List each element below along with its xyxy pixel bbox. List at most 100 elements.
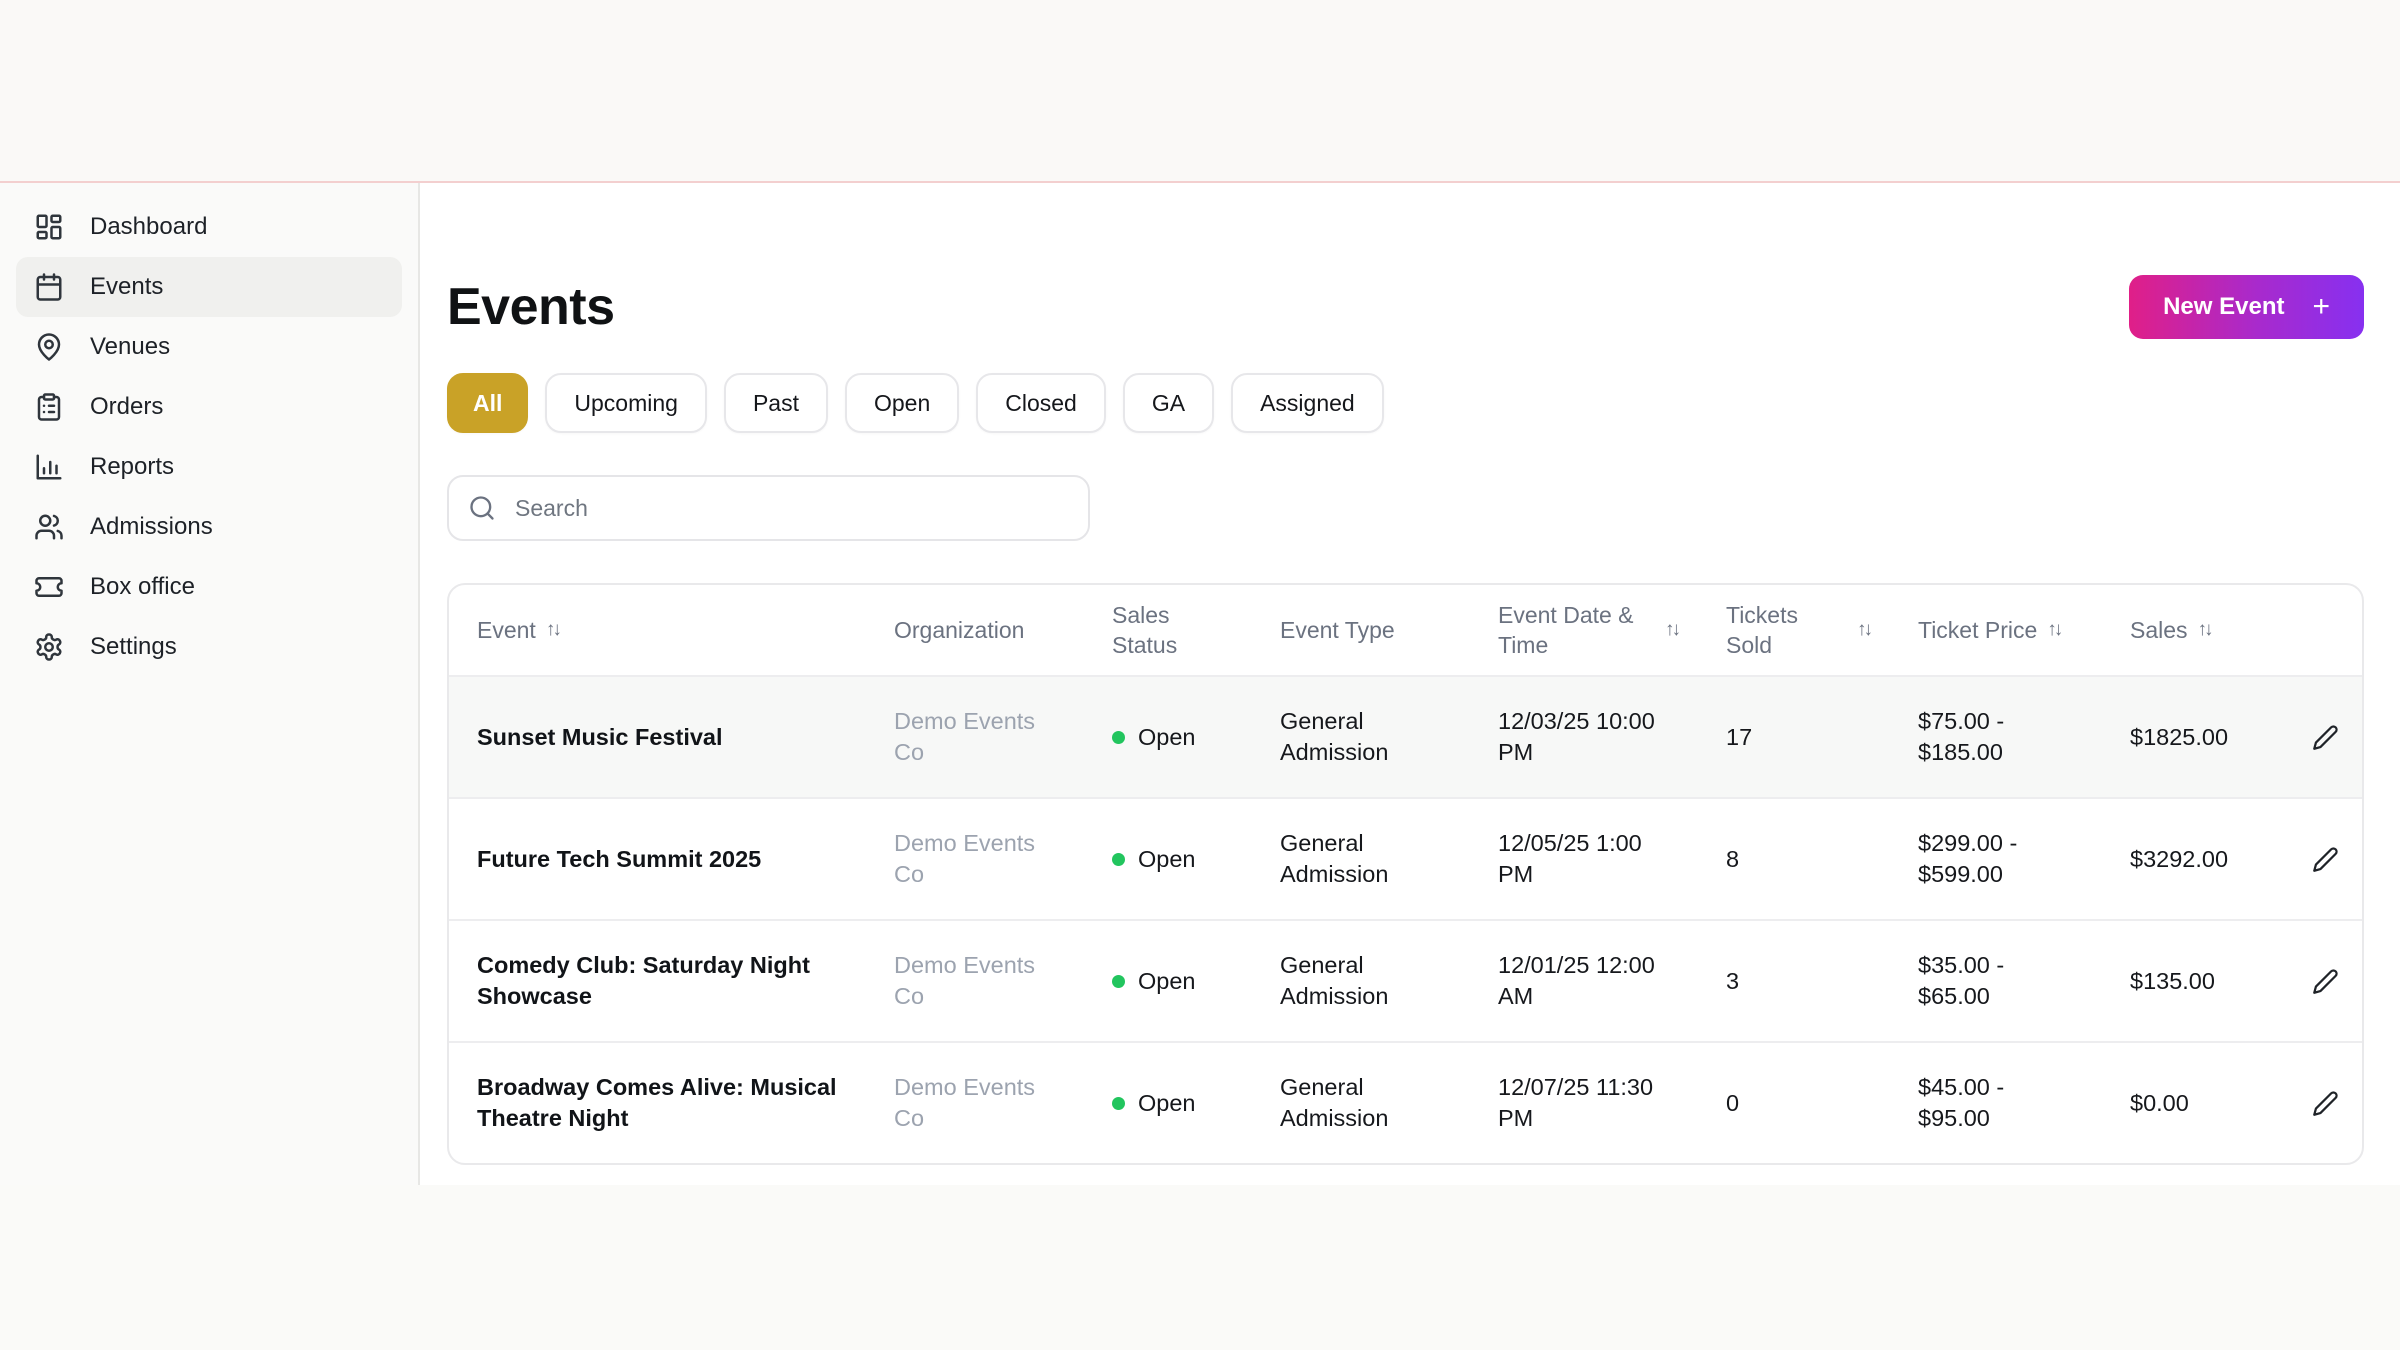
organization-cell: Demo Events Co [894,675,1112,798]
edit-event-button[interactable] [2312,724,2339,751]
dashboard-icon [34,212,64,242]
event-type-cell: General Admission [1280,919,1498,1042]
sidebar-item-orders[interactable]: Orders [16,377,402,437]
filter-chip-open[interactable]: Open [844,373,960,433]
filter-chip-all[interactable]: All [447,373,529,433]
gear-icon [34,632,64,662]
event-type-cell: General Admission [1280,675,1498,798]
status-label: Open [1138,1089,1196,1116]
filter-chip-label: GA [1151,389,1186,416]
sidebar-item-settings[interactable]: Settings [16,617,402,677]
tickets-sold-cell: 0 [1726,1041,1918,1163]
event-date-cell: 12/05/25 1:00 PM [1498,797,1726,920]
sales-cell: $3292.00 [2130,797,2312,920]
table-row[interactable]: Sunset Music Festival Demo Events Co Ope… [449,675,2362,798]
organization-cell: Demo Events Co [894,1041,1112,1163]
ticket-price-cell: $299.00 - $599.00 [1918,797,2130,920]
new-event-button[interactable]: New Event + [2129,275,2364,339]
column-header-label: Event Type [1280,617,1395,643]
sales-cell: $0.00 [2130,1041,2312,1163]
ticket-price-cell: $35.00 - $65.00 [1918,919,2130,1042]
tickets-sold-cell: 8 [1726,797,1918,920]
sidebar-item-reports[interactable]: Reports [16,437,402,497]
sort-icon[interactable]: ↑↓ [2197,619,2214,640]
edit-cell [2312,1041,2362,1163]
status-dot-icon [1112,974,1125,988]
sidebar: Dashboard Events Venues Orders Reports A… [0,183,420,1185]
events-table-card: Event ↑↓ Organization Sales Status Event… [447,583,2364,1165]
sidebar-item-venues[interactable]: Venues [16,317,402,377]
event-date-cell: 12/07/25 11:30 PM [1498,1041,1726,1163]
sidebar-item-events[interactable]: Events [16,257,402,317]
event-type-cell: General Admission [1280,797,1498,920]
events-table: Event ↑↓ Organization Sales Status Event… [449,585,2362,1163]
column-header-label[interactable]: Event Date & Time [1498,602,1634,658]
filter-chip-closed[interactable]: Closed [976,373,1106,433]
status-dot-icon [1112,1096,1125,1110]
column-header-label: Organization [894,617,1025,643]
sales-status-cell: Open [1112,797,1280,920]
filter-chip-label: Open [873,389,931,416]
tickets-sold-cell: 3 [1726,919,1918,1042]
filter-chip-upcoming[interactable]: Upcoming [545,373,707,433]
clipboard-list-icon [34,392,64,422]
filter-chip-past[interactable]: Past [723,373,828,433]
event-date-cell: 12/01/25 12:00 AM [1498,919,1726,1042]
filter-chip-ga[interactable]: GA [1122,373,1215,433]
edit-cell [2312,919,2362,1042]
sidebar-item-box-office[interactable]: Box office [16,557,402,617]
calendar-icon [34,272,64,302]
sort-icon[interactable]: ↑↓ [1857,619,1873,640]
edit-event-button[interactable] [2312,968,2339,995]
ticket-price-cell: $45.00 - $95.00 [1918,1041,2130,1163]
column-header-organization: Organization [894,585,1112,676]
edit-event-button[interactable] [2312,846,2339,873]
column-header-sales-status: Sales Status [1112,585,1280,676]
plus-icon: + [2312,290,2330,323]
search-input[interactable] [447,475,1090,541]
filter-chip-assigned[interactable]: Assigned [1231,373,1384,433]
ticket-icon [34,572,64,602]
filter-chip-label: Upcoming [574,389,678,416]
event-name-cell: Future Tech Summit 2025 [449,797,894,920]
sort-icon[interactable]: ↑↓ [545,619,562,640]
column-header-label[interactable]: Sales [2130,617,2188,643]
status-dot-icon [1112,852,1125,866]
edit-cell [2312,675,2362,798]
table-row[interactable]: Future Tech Summit 2025 Demo Events Co O… [449,797,2362,920]
sales-cell: $135.00 [2130,919,2312,1042]
sales-status-cell: Open [1112,675,1280,798]
column-header-label[interactable]: Tickets Sold [1726,602,1798,658]
tickets-sold-cell: 17 [1726,675,1918,798]
page-title: Events [447,278,615,336]
sort-icon[interactable]: ↑↓ [1665,619,1681,640]
table-row[interactable]: Broadway Comes Alive: Musical Theatre Ni… [449,1041,2362,1163]
edit-event-button[interactable] [2312,1090,2339,1117]
status-dot-icon [1112,730,1125,744]
event-date-cell: 12/03/25 10:00 PM [1498,675,1726,798]
filter-chip-label: Closed [1005,389,1077,416]
event-name-cell: Sunset Music Festival [449,675,894,798]
main-content: Events New Event + All Upcoming Past Ope… [420,183,2400,1185]
app-layout: Dashboard Events Venues Orders Reports A… [0,183,2400,1185]
column-header-label[interactable]: Ticket Price [1918,617,2038,643]
page-header: Events New Event + [447,275,2364,339]
ticket-price-cell: $75.00 - $185.00 [1918,675,2130,798]
column-header-event-date-time: Event Date & Time ↑↓ [1498,585,1726,676]
sidebar-nav: Dashboard Events Venues Orders Reports A… [0,197,418,677]
status-label: Open [1138,723,1196,750]
new-event-label: New Event [2163,293,2285,320]
sort-icon[interactable]: ↑↓ [2047,619,2063,640]
column-header-label[interactable]: Event [477,617,536,643]
column-header-sales: Sales ↑↓ [2130,585,2312,676]
filter-chip-label: All [473,389,503,416]
sales-status-cell: Open [1112,1041,1280,1163]
table-header-row: Event ↑↓ Organization Sales Status Event… [449,585,2362,676]
map-pin-icon [34,332,64,362]
sidebar-item-admissions[interactable]: Admissions [16,497,402,557]
table-row[interactable]: Comedy Club: Saturday Night Showcase Dem… [449,919,2362,1042]
filter-chip-label: Assigned [1260,389,1355,416]
sidebar-item-dashboard[interactable]: Dashboard [16,197,402,257]
event-type-cell: General Admission [1280,1041,1498,1163]
